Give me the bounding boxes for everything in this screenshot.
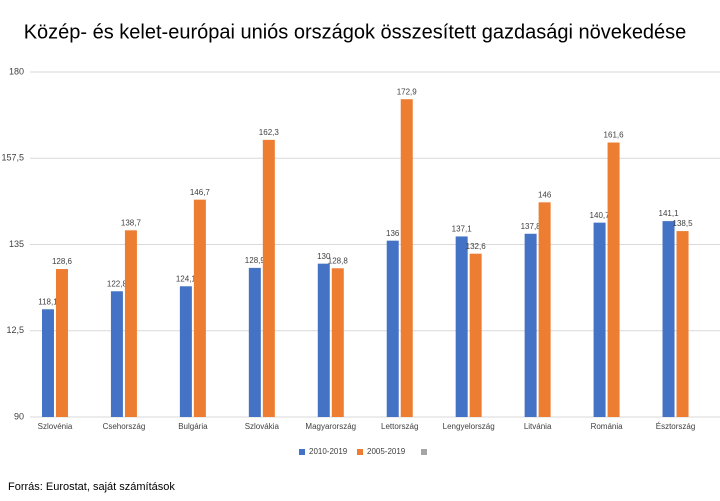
legend-swatch bbox=[299, 449, 305, 455]
x-tick-label: Lettország bbox=[381, 422, 418, 431]
bar bbox=[593, 222, 606, 417]
legend-label: 2005-2019 bbox=[367, 447, 406, 456]
value-label: 140,7 bbox=[590, 211, 611, 220]
chart-title: Közép- és kelet-európai uniós országok ö… bbox=[24, 21, 687, 43]
value-label: 146,7 bbox=[190, 188, 211, 197]
x-tick-label: Románia bbox=[591, 422, 624, 431]
y-tick-label: 135 bbox=[9, 239, 24, 249]
y-tick-label: 12,5 bbox=[6, 325, 24, 335]
value-label: 128,8 bbox=[328, 256, 349, 265]
y-tick-label: 157,5 bbox=[1, 153, 24, 163]
bar bbox=[676, 231, 689, 417]
value-label: 128,6 bbox=[52, 257, 73, 266]
bar bbox=[55, 269, 68, 417]
bar bbox=[607, 142, 620, 418]
value-label: 128,9 bbox=[245, 256, 266, 265]
value-label: 122,8 bbox=[107, 279, 128, 288]
bar bbox=[524, 233, 537, 417]
bar bbox=[262, 139, 275, 417]
value-label: 162,3 bbox=[259, 128, 280, 137]
value-label: 141,1 bbox=[659, 209, 680, 218]
bar bbox=[400, 99, 413, 417]
bar bbox=[124, 230, 137, 417]
value-label: 137,1 bbox=[452, 225, 473, 234]
value-label: 136 bbox=[386, 229, 400, 238]
bar bbox=[455, 236, 468, 417]
x-tick-label: Szlovénia bbox=[38, 422, 73, 431]
value-label: 146 bbox=[538, 190, 552, 199]
bar bbox=[41, 309, 54, 417]
legend-swatch bbox=[357, 449, 363, 455]
bar bbox=[469, 253, 482, 417]
bar bbox=[317, 263, 330, 417]
x-tick-label: Litvánia bbox=[524, 422, 552, 431]
x-tick-label: Csehország bbox=[103, 422, 146, 431]
bar bbox=[179, 286, 192, 417]
legend-label: 2010-2019 bbox=[309, 447, 348, 456]
value-label: 138,7 bbox=[121, 218, 142, 227]
value-label: 138,5 bbox=[673, 219, 694, 228]
x-tick-label: Bulgária bbox=[178, 422, 208, 431]
x-tick-label: Észtország bbox=[656, 422, 696, 431]
x-tick-label: Szlovákia bbox=[245, 422, 280, 431]
source-note: Forrás: Eurostat, saját számítások bbox=[8, 481, 175, 493]
value-label: 161,6 bbox=[604, 131, 625, 140]
bar bbox=[386, 240, 399, 417]
x-tick-label: Magyarország bbox=[305, 422, 356, 431]
bar bbox=[248, 267, 261, 417]
value-label: 132,6 bbox=[466, 242, 487, 251]
bar bbox=[538, 202, 551, 417]
value-label: 137,8 bbox=[521, 222, 542, 231]
y-tick-label: 90 bbox=[14, 411, 24, 421]
x-tick-label: Lengyelország bbox=[443, 422, 495, 431]
bar bbox=[193, 199, 206, 417]
value-label: 172,9 bbox=[397, 87, 418, 96]
y-tick-label: 180 bbox=[9, 66, 24, 76]
legend-swatch bbox=[421, 449, 427, 455]
bar bbox=[110, 291, 123, 417]
value-label: 118,1 bbox=[38, 297, 58, 306]
value-label: 124,1 bbox=[176, 274, 197, 283]
bar bbox=[662, 221, 675, 417]
value-label: 130 bbox=[317, 252, 331, 261]
bar bbox=[331, 268, 344, 417]
